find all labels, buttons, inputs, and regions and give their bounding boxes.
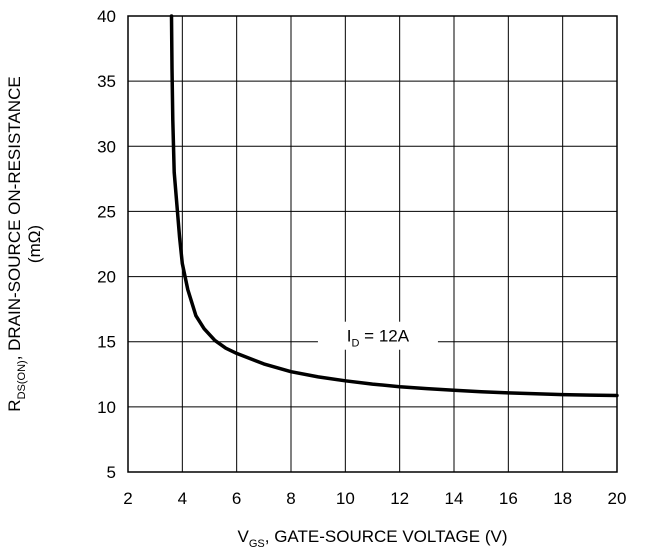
x-tick-label: 20 bbox=[608, 489, 627, 508]
y-title-sub: DS(ON) bbox=[16, 360, 28, 399]
y-tick-label: 35 bbox=[97, 72, 116, 91]
annotation-rest: = 12A bbox=[359, 327, 409, 346]
x-tick-label: 16 bbox=[499, 489, 518, 508]
y-tick-label: 25 bbox=[97, 202, 116, 221]
x-tick-label: 8 bbox=[286, 489, 295, 508]
y-tick-label: 20 bbox=[97, 268, 116, 287]
x-tick-label: 18 bbox=[553, 489, 572, 508]
x-tick-label: 12 bbox=[390, 489, 409, 508]
x-title-main: V bbox=[238, 527, 250, 546]
y-title-main: R bbox=[5, 399, 24, 411]
x-tick-label: 14 bbox=[445, 489, 464, 508]
x-title-sub: GS bbox=[249, 538, 265, 550]
x-tick-labels: 2 4 6 8 10 12 14 16 18 20 bbox=[123, 489, 626, 508]
y-title-rest: , DRAIN-SOURCE ON-RESISTANCE bbox=[5, 76, 24, 360]
y-axis-title-line1: RDS(ON), DRAIN-SOURCE ON-RESISTANCE bbox=[5, 76, 28, 411]
annotation-background bbox=[317, 321, 438, 350]
x-tick-label: 4 bbox=[178, 489, 187, 508]
y-tick-label: 5 bbox=[107, 463, 116, 482]
y-tick-label: 15 bbox=[97, 333, 116, 352]
x-axis-title: VGS, GATE-SOURCE VOLTAGE (V) bbox=[238, 527, 508, 550]
x-tick-label: 6 bbox=[232, 489, 241, 508]
series-line bbox=[169, 14, 619, 398]
y-tick-label: 10 bbox=[97, 398, 116, 417]
x-title-rest: , GATE-SOURCE VOLTAGE (V) bbox=[265, 527, 508, 546]
y-tick-labels: 5 10 15 20 25 30 35 40 bbox=[97, 7, 116, 482]
y-axis-title: RDS(ON), DRAIN-SOURCE ON-RESISTANCE (mΩ) bbox=[5, 76, 44, 411]
y-axis-title-line2: (mΩ) bbox=[25, 225, 44, 263]
grid bbox=[127, 15, 618, 473]
x-tick-label: 10 bbox=[336, 489, 355, 508]
x-tick-label: 2 bbox=[123, 489, 132, 508]
annotation-main: I bbox=[347, 327, 352, 346]
y-tick-label: 30 bbox=[97, 137, 116, 156]
annotation-id-label: ID = 12A bbox=[347, 327, 410, 350]
annotation-sub: D bbox=[352, 338, 360, 350]
plot-frame bbox=[127, 15, 618, 473]
y-tick-label: 40 bbox=[97, 7, 116, 26]
